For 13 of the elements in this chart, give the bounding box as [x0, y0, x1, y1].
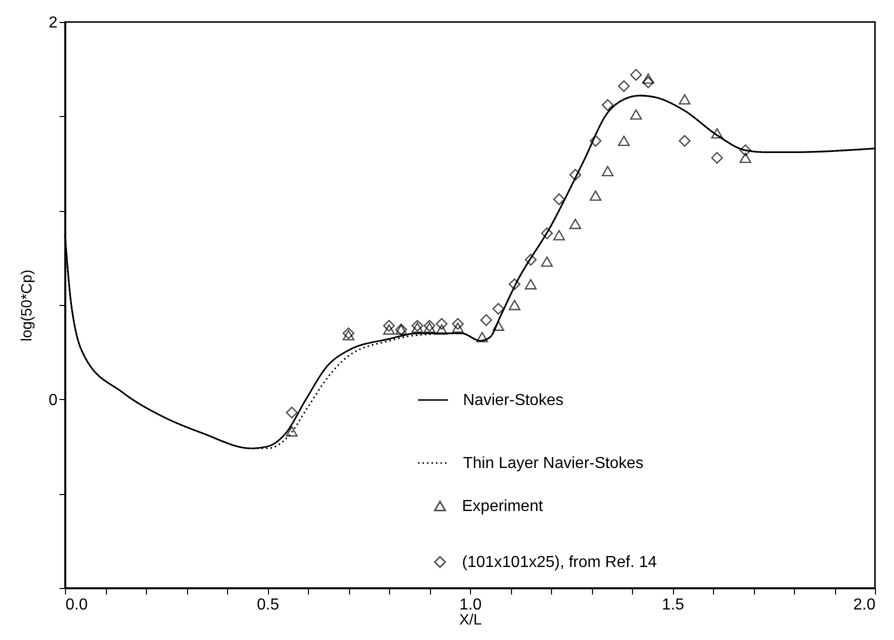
- legend-label: (101x101x25), from Ref. 14: [462, 554, 657, 571]
- x-tick-label: 0.0: [66, 596, 88, 614]
- x-axis-title: X/L: [459, 612, 482, 628]
- x-tick-label: 2.0: [853, 596, 876, 614]
- legend-label: Navier-Stokes: [463, 392, 564, 409]
- y-tick-label: 0: [48, 392, 58, 409]
- y-tick-label: 2: [48, 14, 58, 32]
- x-tick-label: 1.5: [662, 596, 684, 614]
- legend-label: Thin Layer Navier-Stokes: [463, 455, 644, 472]
- x-tick-label: 1.0: [459, 596, 482, 614]
- legend-label: Experiment: [462, 498, 544, 515]
- x-tick-label: 0.5: [256, 596, 280, 614]
- y-axis-title: log(50*Cp): [18, 270, 36, 342]
